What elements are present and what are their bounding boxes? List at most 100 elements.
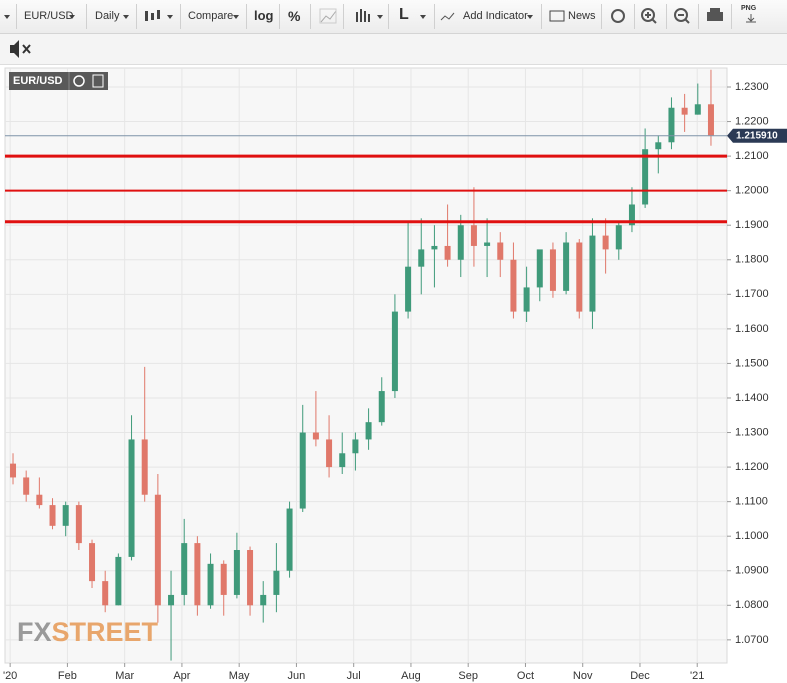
x-tick-label: Feb bbox=[58, 670, 77, 682]
candle-body bbox=[115, 556, 122, 606]
candle-body bbox=[484, 242, 491, 246]
compare-button[interactable]: Compare bbox=[188, 10, 234, 22]
candle-body bbox=[286, 508, 293, 571]
candle-body bbox=[457, 225, 464, 260]
mute-button[interactable] bbox=[8, 34, 38, 64]
y-tick-label: 1.0700 bbox=[735, 634, 769, 646]
y-tick-label: 1.1700 bbox=[735, 288, 769, 300]
candle-body bbox=[326, 439, 333, 468]
last-price-box bbox=[727, 128, 787, 143]
candle-body bbox=[128, 439, 135, 557]
x-tick-label: Aug bbox=[401, 670, 421, 682]
y-tick-label: 1.2300 bbox=[735, 81, 769, 93]
y-tick-label: 1.2000 bbox=[735, 185, 769, 197]
candle-body bbox=[470, 225, 477, 246]
candle-body bbox=[89, 543, 96, 582]
candle-body bbox=[378, 391, 385, 423]
candle-body bbox=[497, 242, 504, 260]
candle-body bbox=[510, 259, 517, 312]
x-tick-label: Jun bbox=[288, 670, 306, 682]
candle-body bbox=[431, 245, 438, 250]
y-tick-label: 1.1300 bbox=[735, 426, 769, 438]
x-tick-label: Sep bbox=[458, 670, 478, 682]
candle-body bbox=[207, 563, 214, 606]
watermark-part: STREET bbox=[52, 617, 159, 647]
secondary-toolbar bbox=[0, 34, 787, 65]
watermark: FXSTREET bbox=[17, 617, 159, 647]
candle-body bbox=[444, 245, 451, 260]
y-tick-label: 1.2100 bbox=[735, 150, 769, 162]
watermark-part: FX bbox=[17, 617, 52, 647]
calc-icon bbox=[92, 74, 104, 88]
line-style-button[interactable]: L bbox=[399, 6, 409, 23]
png-button[interactable]: PNG bbox=[741, 5, 757, 12]
refresh-icon bbox=[73, 75, 85, 87]
candle-body bbox=[62, 505, 69, 526]
candle-body bbox=[154, 494, 161, 606]
x-tick-label: '21 bbox=[690, 670, 704, 682]
news-button[interactable]: News bbox=[568, 10, 596, 22]
toolbar: EUR/USD Daily Compare log % L Add Indica… bbox=[0, 0, 787, 34]
candle-body bbox=[36, 494, 43, 506]
candle-body bbox=[602, 235, 609, 250]
candle-body bbox=[312, 432, 319, 440]
candle-body bbox=[299, 432, 306, 509]
x-tick-label: Apr bbox=[173, 670, 190, 682]
y-tick-label: 1.2200 bbox=[735, 115, 769, 127]
x-tick-label: Oct bbox=[517, 670, 534, 682]
candle-body bbox=[655, 142, 662, 150]
candle-body bbox=[549, 249, 556, 291]
candle-body bbox=[628, 204, 635, 226]
percent-button[interactable]: % bbox=[288, 8, 301, 24]
candle-body bbox=[141, 439, 148, 495]
candle-body bbox=[418, 249, 425, 267]
candle-body bbox=[220, 563, 227, 595]
candle-body bbox=[563, 242, 570, 291]
candle-body bbox=[181, 543, 188, 595]
y-tick-label: 1.1400 bbox=[735, 392, 769, 404]
candle-body bbox=[642, 149, 649, 205]
x-tick-label: '20 bbox=[3, 670, 17, 682]
log-button[interactable]: log bbox=[254, 8, 274, 23]
candle-body bbox=[247, 550, 254, 606]
symbol-box bbox=[9, 72, 108, 90]
candle-body bbox=[352, 439, 359, 454]
candle-body bbox=[10, 463, 17, 478]
y-tick-label: 1.0900 bbox=[735, 565, 769, 577]
y-tick-label: 1.1000 bbox=[735, 530, 769, 542]
last-price-label: 1.215910 bbox=[736, 130, 778, 141]
x-tick-label: Nov bbox=[573, 670, 593, 682]
candle-body bbox=[194, 543, 201, 606]
candle-body bbox=[391, 311, 398, 392]
add-indicator-button[interactable]: Add Indicator bbox=[463, 10, 528, 22]
candle-body bbox=[536, 249, 543, 288]
y-tick-label: 1.1900 bbox=[735, 219, 769, 231]
x-tick-label: Dec bbox=[630, 670, 650, 682]
candle-body bbox=[589, 235, 596, 312]
symbol-button[interactable]: EUR/USD bbox=[24, 10, 74, 22]
candle-body bbox=[339, 453, 346, 468]
symbol-label: EUR/USD bbox=[13, 75, 63, 87]
candle-body bbox=[615, 225, 622, 250]
candle-body bbox=[576, 242, 583, 312]
candle-body bbox=[694, 104, 701, 115]
candle-body bbox=[75, 505, 82, 544]
candle-body bbox=[523, 287, 530, 312]
candle-body bbox=[681, 107, 688, 115]
candle-body bbox=[102, 581, 109, 606]
candle-body bbox=[23, 477, 30, 495]
interval-button[interactable]: Daily bbox=[95, 10, 120, 22]
plot-area bbox=[4, 67, 728, 664]
y-tick-label: 1.1600 bbox=[735, 323, 769, 335]
y-tick-label: 1.1800 bbox=[735, 254, 769, 266]
candle-body bbox=[405, 266, 412, 312]
candle-body bbox=[668, 107, 675, 143]
candle-body bbox=[365, 422, 372, 440]
candle-body bbox=[168, 594, 175, 606]
x-tick-label: May bbox=[229, 670, 250, 682]
y-tick-label: 1.1200 bbox=[735, 461, 769, 473]
candle-body bbox=[707, 104, 714, 136]
y-tick-label: 1.1500 bbox=[735, 357, 769, 369]
